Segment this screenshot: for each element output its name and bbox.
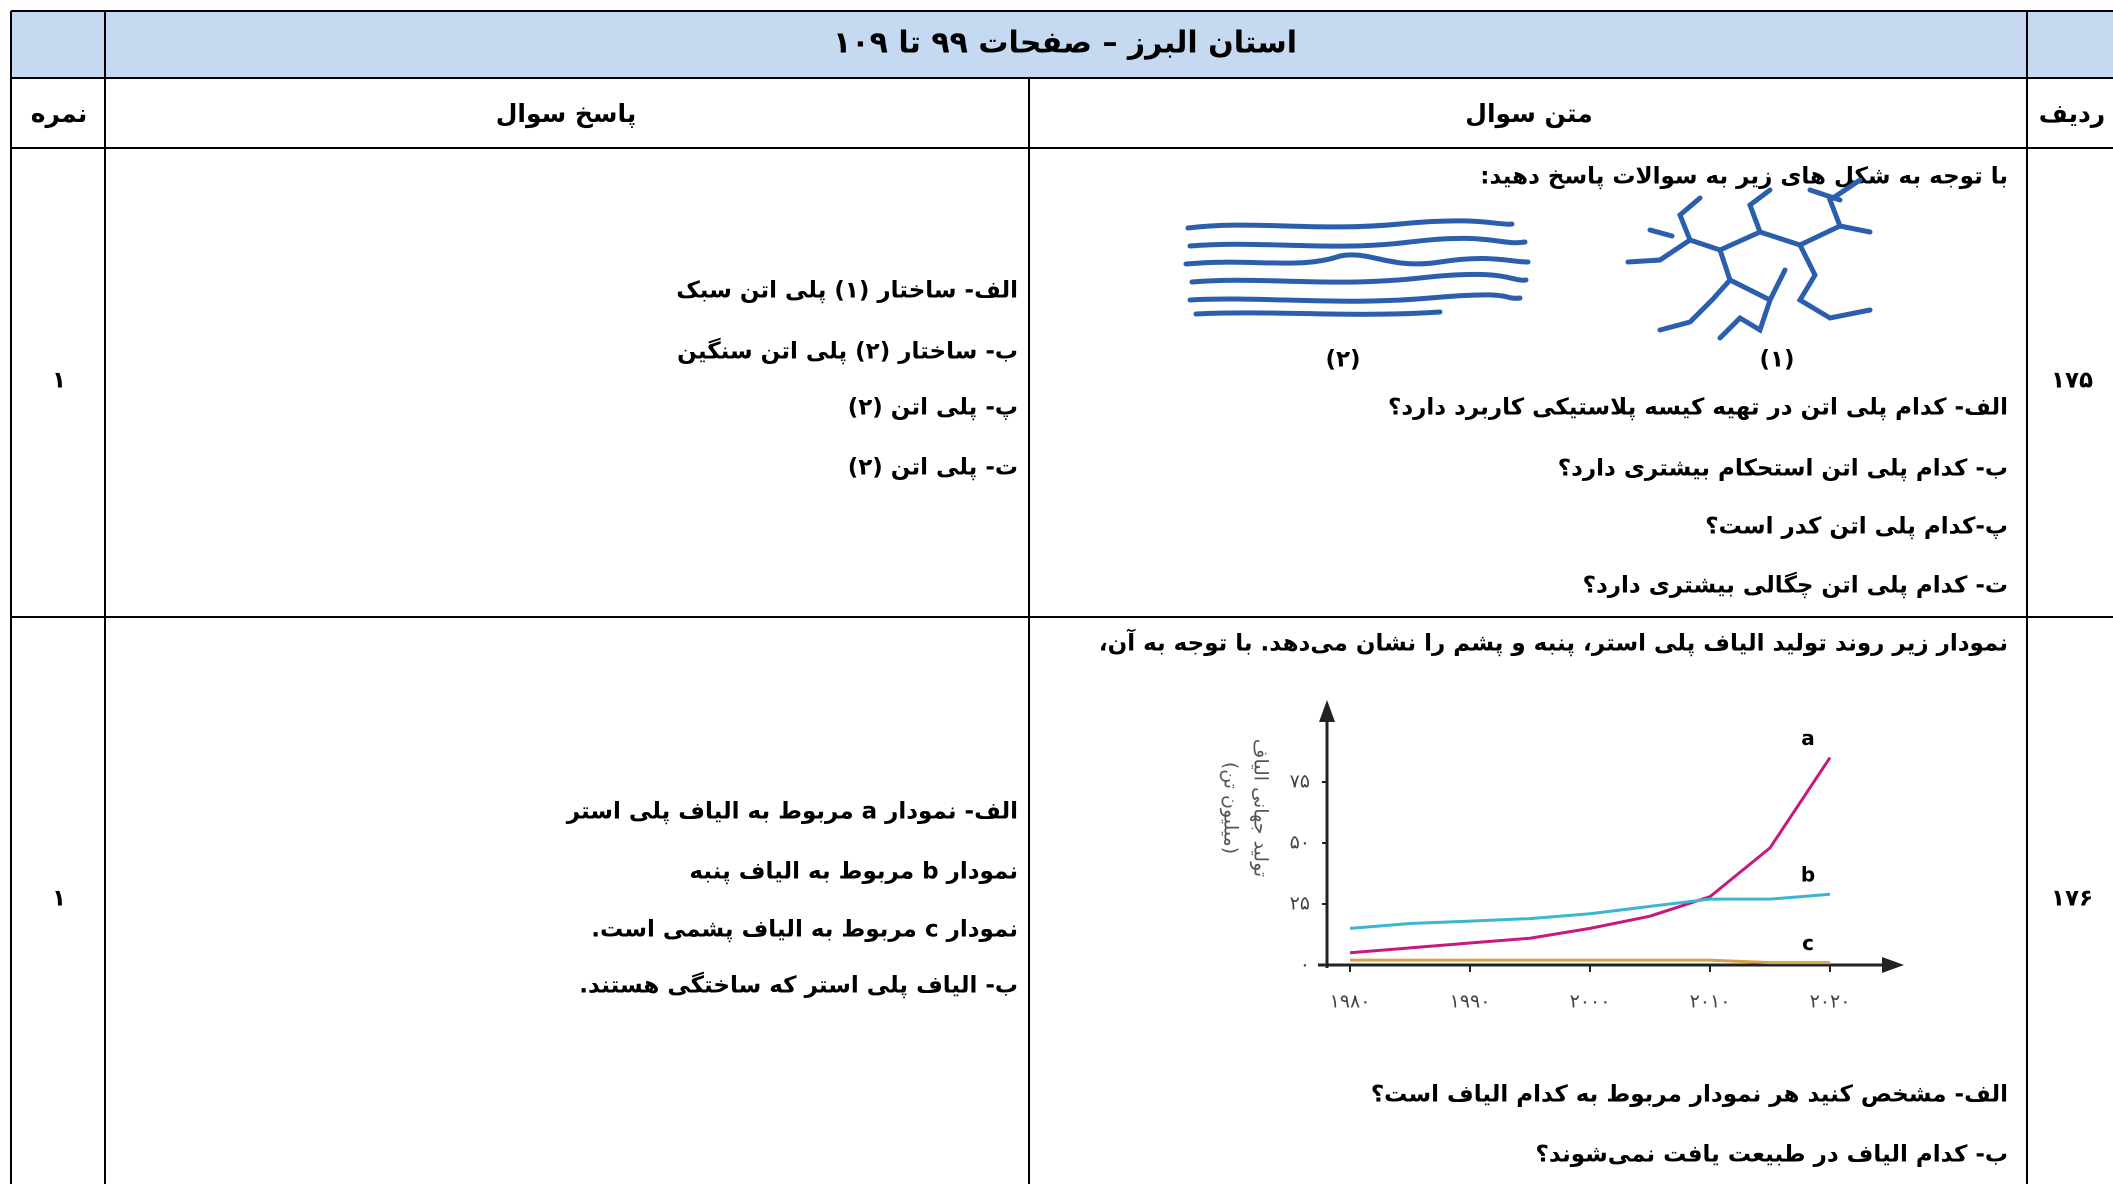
answer-line: الف- نمودار a مربوط به الیاف پلی استر (566, 799, 1018, 825)
x-tick-label: ۲۰۲۰ (1810, 991, 1851, 1013)
answer-line: الف- ساختار (۱) پلی اتن سبک (676, 278, 1018, 304)
series-line (1349, 756, 1832, 955)
y-tick-label: ۷۵ (1290, 771, 1310, 793)
y-tick-label: ۲۵ (1290, 893, 1310, 915)
answer-line: ت- پلی اتن (۲) (848, 455, 1018, 481)
y-axis-label: تولید جهانی الیاف (1250, 739, 1272, 877)
question-item: الف- کدام پلی اتن در تهیه کیسه پلاستیکی … (1388, 395, 2008, 421)
question-intro: نمودار زیر روند تولید الیاف پلی استر، پن… (1099, 628, 2008, 657)
figure-label: (۲) (1325, 347, 1360, 373)
row-number: ۱۷۶ (2051, 886, 2093, 912)
structure-1-figure (1625, 177, 1873, 341)
column-header: نمره (31, 99, 87, 129)
table-grid (10, 10, 2113, 1184)
y-tick-label: ۰ (1300, 954, 1310, 976)
y-tick-label: ۵۰ (1290, 832, 1310, 854)
question-item: الف- مشخص کنید هر نمودار مربوط به کدام ا… (1371, 1082, 2008, 1108)
figure-label: (۱) (1759, 347, 1794, 373)
answer-line: ب- ساختار (۲) پلی اتن سنگین (677, 338, 1018, 365)
question-item: ب- کدام پلی اتن استحکام بیشتری دارد؟ (1558, 456, 2008, 482)
fiber-chart: تولید جهانی الیاف (میلیون تن) ۰ ۲۵ ۵۰ ۷۵ ۱۹۸… (1220, 700, 1904, 1013)
x-tick-label: ۲۰۰۰ (1570, 991, 1611, 1013)
question-intro: با توجه به شکل های زیر به سوالات پاسخ ده… (1480, 164, 2008, 190)
series-label: a (1801, 726, 1815, 750)
column-header: متن سوال (1465, 99, 1592, 129)
series-line (1349, 892, 1831, 930)
column-header: پاسخ سوال (496, 99, 637, 129)
answer-line: پ- پلی اتن (۲) (848, 395, 1018, 421)
score: ۱ (52, 368, 66, 394)
column-header: ردیف (2039, 99, 2105, 128)
x-tick-label: ۱۹۹۰ (1450, 991, 1491, 1013)
series-line (1350, 958, 1830, 965)
x-tick-label: ۲۰۱۰ (1690, 991, 1731, 1013)
title: استان البرز – صفحات ۹۹ تا ۱۰۹ (833, 26, 1297, 61)
score: ۱ (52, 886, 66, 912)
series-label: c (1802, 931, 1814, 955)
series-label: b (1801, 863, 1815, 887)
x-arrow (1882, 957, 1904, 973)
y-arrow (1319, 700, 1335, 722)
x-tick-label: ۱۹۸۰ (1330, 991, 1371, 1013)
question-item: ت- کدام پلی اتن چگالی بیشتری دارد؟ (1583, 572, 2008, 599)
structure-2-figure (1183, 218, 1531, 317)
answer-line: نمودار b مربوط به الیاف پنبه (689, 859, 1018, 885)
answer-line: نمودار c مربوط به الیاف پشمی است. (591, 917, 1018, 943)
question-item: پ-کدام پلی اتن کدر است؟ (1705, 514, 2008, 540)
title-row (11, 11, 2113, 78)
question-item: ب- کدام الیاف در طبیعت یافت نمی‌شوند؟ (1536, 1142, 2009, 1168)
row-number: ۱۷۵ (2051, 368, 2093, 394)
answer-line: ب- الیاف پلی استر که ساختگی هستند. (579, 972, 1018, 999)
y-axis-unit: (میلیون تن) (1220, 762, 1242, 854)
